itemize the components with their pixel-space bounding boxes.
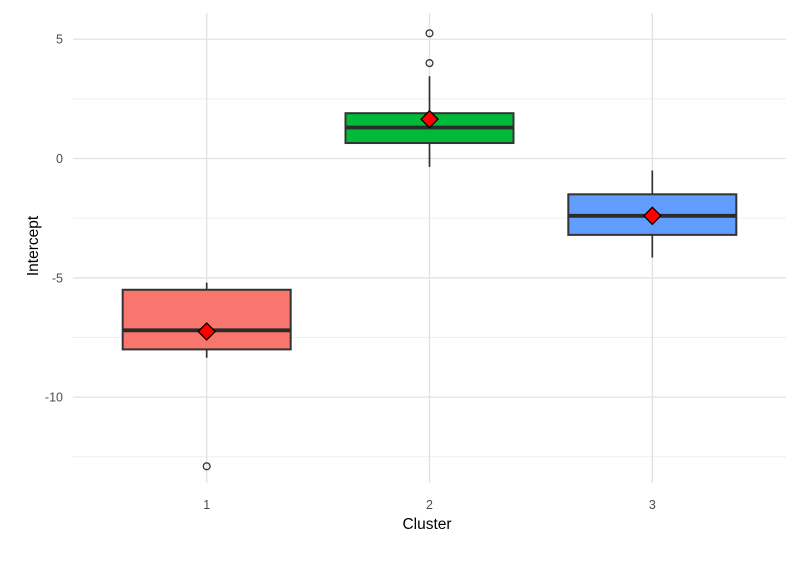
x-tick-label: 2	[426, 498, 433, 512]
mean-diamond-cluster-1	[197, 322, 217, 341]
mean-diamond-cluster-3	[642, 206, 662, 226]
y-tick-label: 5	[56, 33, 63, 47]
x-axis-title: Cluster	[402, 516, 452, 533]
outlier-point-cluster-2	[425, 59, 434, 68]
y-tick-label: -5	[52, 271, 63, 285]
x-tick-label: 3	[649, 498, 656, 512]
y-tick-label: 0	[56, 152, 63, 166]
outlier-point-cluster-2	[425, 29, 434, 38]
y-tick-label: -10	[45, 391, 63, 405]
x-tick-label: 1	[203, 498, 210, 512]
outlier-point-cluster-1	[202, 462, 211, 471]
y-axis-title: Intercept	[25, 215, 42, 277]
mean-diamond-cluster-2	[420, 109, 439, 129]
